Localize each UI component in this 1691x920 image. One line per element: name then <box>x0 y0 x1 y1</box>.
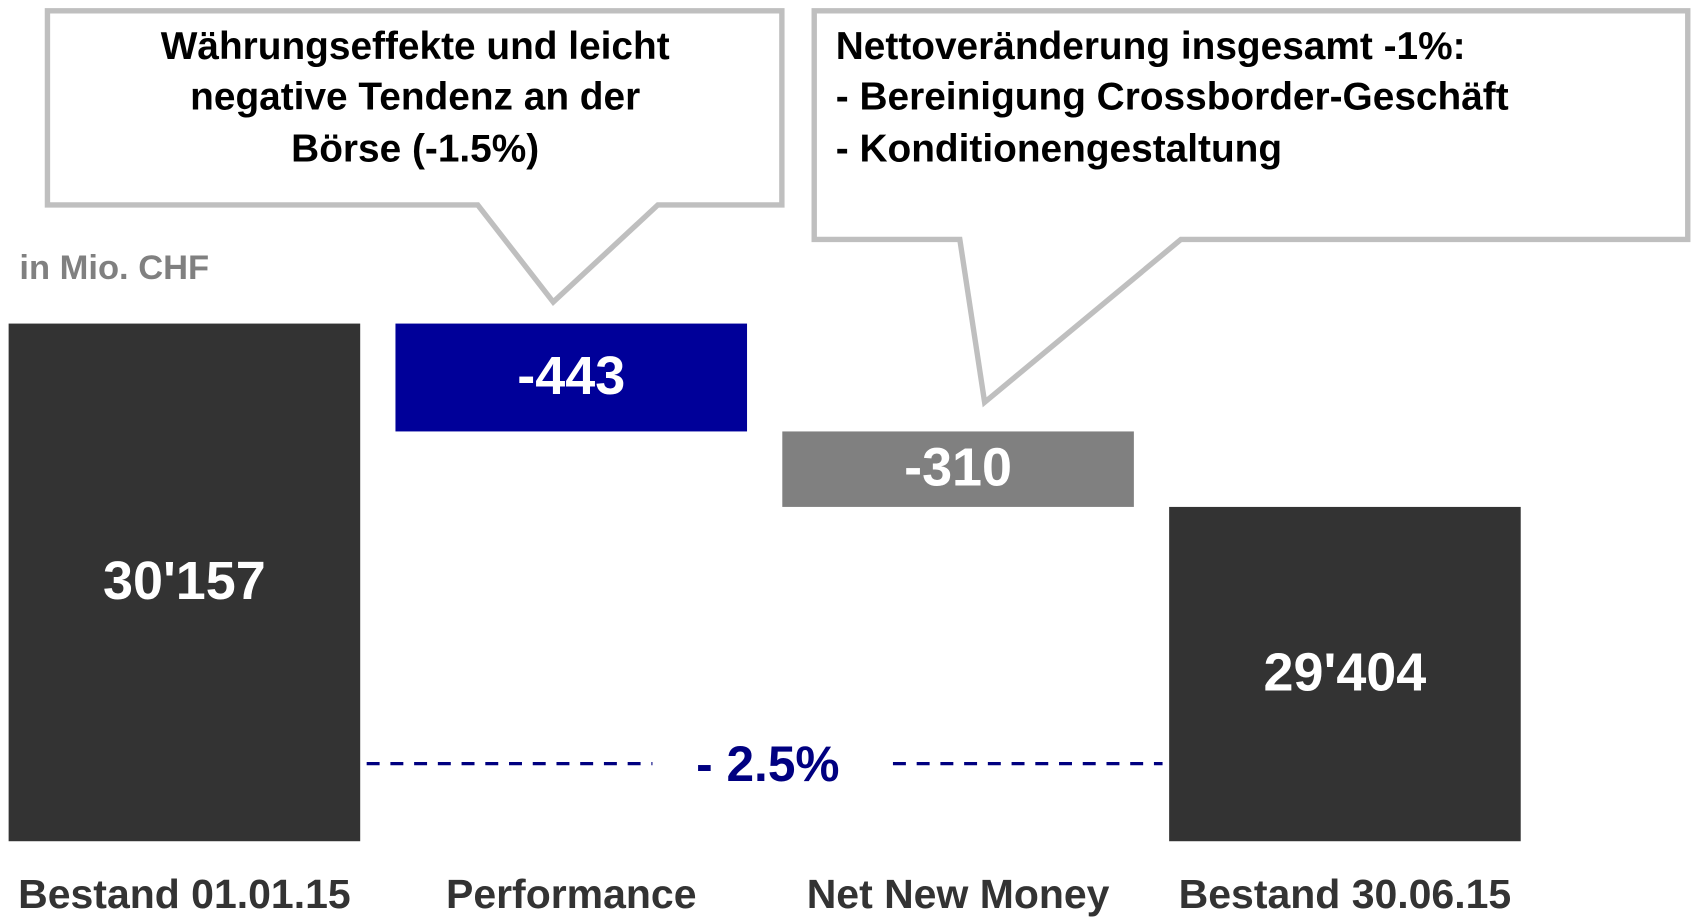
x-tick-label: Bestand 01.01.15 <box>18 871 351 917</box>
x-tick-label: Net New Money <box>807 871 1110 917</box>
change-label: - 2.5% <box>696 736 839 792</box>
value-label: 30'157 <box>103 551 266 611</box>
callout-box <box>44 8 785 306</box>
x-tick-label: Bestand 30.06.15 <box>1179 871 1512 917</box>
callout-box <box>811 8 1691 408</box>
bar <box>8 323 361 842</box>
callout-text: Börse (-1.5%) <box>291 127 539 170</box>
bar <box>1169 506 1521 842</box>
callout-text: Währungseffekte und leicht <box>161 25 670 68</box>
value-label: -443 <box>517 346 625 406</box>
unit-label: in Mio. CHF <box>19 249 209 287</box>
callout-text: Nettoveränderung insgesamt -1%: <box>836 25 1466 68</box>
bar <box>395 323 748 432</box>
x-tick-label: Performance <box>446 871 696 917</box>
callout-text: - Konditionengestaltung <box>836 127 1282 170</box>
callout-text: - Bereinigung Crossborder-Geschäft <box>836 76 1509 119</box>
value-label: 29'404 <box>1264 642 1427 702</box>
callout-text: negative Tendenz an der <box>190 76 640 119</box>
bar <box>782 431 1134 507</box>
value-label: -310 <box>904 438 1012 498</box>
